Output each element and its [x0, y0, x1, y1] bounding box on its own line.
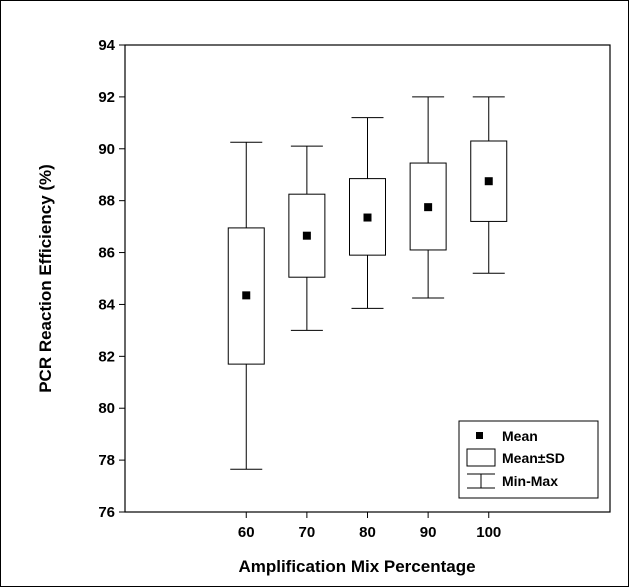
y-tick-label: 86 — [98, 245, 115, 262]
legend-sd-label: Mean±SD — [502, 450, 565, 466]
y-axis-title: PCR Reaction Efficiency (%) — [36, 164, 55, 393]
x-tick-label: 80 — [359, 524, 376, 541]
y-tick-label: 84 — [98, 296, 115, 313]
legend-minmax-label: Min-Max — [502, 473, 558, 489]
legend-minmax-symbol — [467, 473, 495, 489]
mean-marker — [484, 177, 493, 186]
x-axis: 60 70 80 90 100 — [238, 512, 501, 541]
box-group — [288, 145, 326, 331]
legend-mean-symbol — [476, 432, 483, 439]
y-tick-label: 82 — [98, 348, 115, 365]
box-series — [227, 96, 508, 470]
box-group — [349, 117, 386, 309]
x-axis-title: Amplification Mix Percentage — [238, 557, 475, 576]
mean-marker — [363, 213, 372, 222]
legend-sd-symbol — [466, 448, 496, 467]
box-group — [227, 141, 265, 470]
mean-marker — [302, 231, 311, 240]
x-tick-label: 90 — [420, 524, 437, 541]
y-axis: 76 78 80 82 84 86 88 90 92 94 — [98, 37, 125, 521]
y-tick-label: 90 — [98, 141, 115, 158]
mean-marker — [424, 203, 433, 212]
y-tick-label: 76 — [98, 504, 115, 521]
y-tick-label: 94 — [98, 37, 115, 54]
y-tick-label: 88 — [98, 193, 115, 210]
x-tick-label: 100 — [476, 524, 501, 541]
legend: Mean Mean±SD Min-Max — [458, 420, 599, 499]
x-tick-label: 70 — [299, 524, 316, 541]
y-tick-label: 92 — [98, 89, 115, 106]
y-tick-label: 78 — [98, 452, 115, 469]
y-tick-label: 80 — [98, 400, 115, 417]
mean-marker — [242, 291, 251, 300]
box-group — [470, 96, 508, 274]
box-group — [409, 96, 447, 299]
x-tick-label: 60 — [238, 524, 255, 541]
legend-mean-label: Mean — [502, 428, 538, 444]
